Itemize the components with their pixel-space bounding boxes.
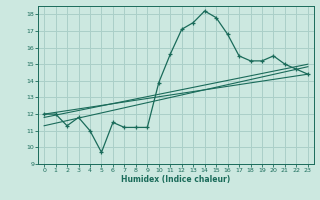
X-axis label: Humidex (Indice chaleur): Humidex (Indice chaleur)	[121, 175, 231, 184]
